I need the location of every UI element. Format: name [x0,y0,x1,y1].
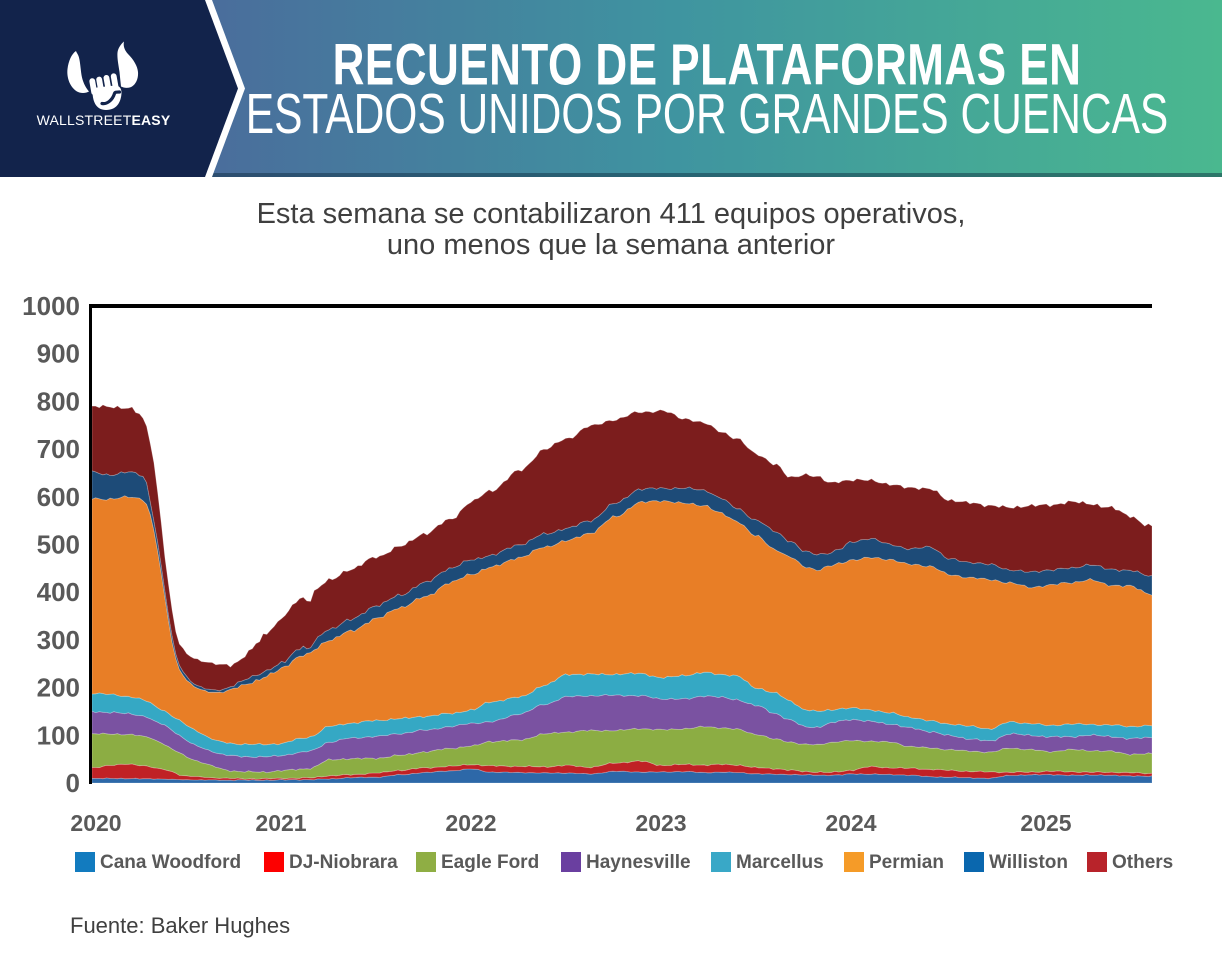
svg-text:2025: 2025 [1020,810,1071,836]
svg-text:0: 0 [66,768,80,798]
svg-text:2022: 2022 [445,810,496,836]
svg-text:200: 200 [37,673,80,703]
svg-text:2023: 2023 [635,810,686,836]
svg-text:700: 700 [37,434,80,464]
svg-text:2020: 2020 [70,810,121,836]
svg-text:2021: 2021 [255,810,306,836]
svg-text:100: 100 [37,720,80,750]
svg-text:600: 600 [37,482,80,512]
svg-text:2024: 2024 [825,810,876,836]
svg-text:800: 800 [37,386,80,416]
svg-text:1000: 1000 [22,291,80,321]
svg-text:900: 900 [37,339,80,369]
svg-text:500: 500 [37,530,80,560]
svg-text:400: 400 [37,577,80,607]
svg-text:300: 300 [37,625,80,655]
